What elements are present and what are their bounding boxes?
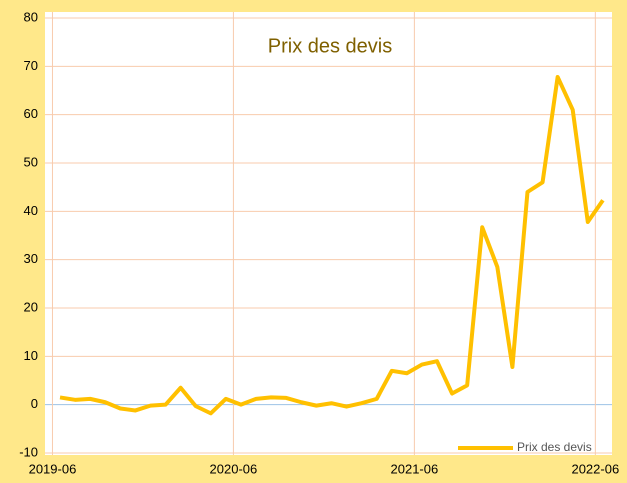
y-tick-label: 30 [24,251,38,266]
y-tick-label: 80 [24,9,38,24]
line [59,74,605,416]
chart-title: Prix des devis [268,35,393,57]
x-tick-label: 2019-06 [29,461,77,476]
plot-area [45,12,612,455]
x-tick-label: 2022-06 [571,461,619,476]
x-tick-label: 2020-06 [210,461,258,476]
y-tick-label: 60 [24,106,38,121]
y-tick-label: 20 [24,299,38,314]
y-tick-label: 40 [24,203,38,218]
y-tick-label: -10 [19,444,38,459]
legend-label: Prix des devis [517,440,592,454]
x-tick-label: 2021-06 [391,461,439,476]
y-tick-label: 10 [24,348,38,363]
y-tick-label: 50 [24,154,38,169]
y-tick-label: 0 [31,396,38,411]
y-tick-label: 70 [24,58,38,73]
